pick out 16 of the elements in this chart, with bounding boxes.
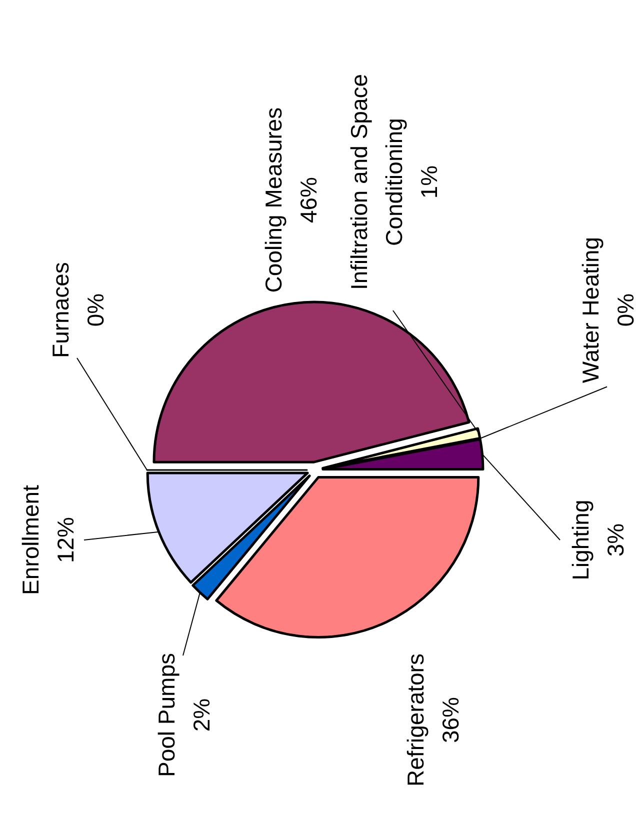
data-label: 36% <box>437 696 464 744</box>
slice-label: Infiltration and Space Conditioning <box>346 74 407 290</box>
data-label: 46% <box>295 176 322 224</box>
text: 0% <box>82 293 108 327</box>
text: 0% <box>612 293 636 327</box>
category-label: Furnaces <box>47 262 74 358</box>
data-label: 3% <box>602 523 628 557</box>
data-label: 2% <box>188 698 214 732</box>
data-label: 1% <box>416 165 442 199</box>
slice-label: Pool Pumps <box>153 652 180 778</box>
slice-label: Refrigerators <box>402 654 428 786</box>
slice-label: Cooling Measures <box>260 107 286 293</box>
slice-label: Enrollment <box>17 484 44 595</box>
category-label: Water Heating <box>577 236 604 384</box>
slice-label: Lighting <box>567 500 594 580</box>
data-label: 12% <box>52 516 78 564</box>
